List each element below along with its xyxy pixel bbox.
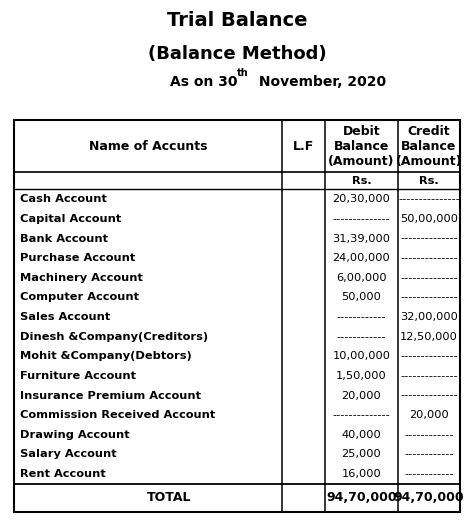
Text: (Balance Method): (Balance Method) — [148, 45, 326, 63]
Text: 10,00,000: 10,00,000 — [332, 351, 391, 361]
Text: Purchase Account: Purchase Account — [20, 253, 135, 263]
Text: --------------: -------------- — [400, 273, 458, 283]
Text: Trial Balance: Trial Balance — [167, 11, 307, 30]
Text: 16,000: 16,000 — [342, 469, 381, 479]
Text: 20,000: 20,000 — [342, 390, 381, 400]
Text: 31,39,000: 31,39,000 — [332, 233, 391, 244]
Bar — [14, 120, 460, 512]
Text: Capital Account: Capital Account — [20, 214, 121, 224]
Text: 20,000: 20,000 — [409, 410, 449, 420]
Text: TOTAL: TOTAL — [147, 491, 191, 504]
Text: 40,000: 40,000 — [342, 430, 381, 440]
Text: --------------: -------------- — [400, 233, 458, 244]
Text: Insurance Premium Account: Insurance Premium Account — [20, 390, 201, 400]
Text: Rent Account: Rent Account — [20, 469, 106, 479]
Text: 20,30,000: 20,30,000 — [332, 194, 391, 204]
Text: L.F: L.F — [293, 140, 314, 152]
Text: ------------: ------------ — [337, 331, 386, 342]
Text: Salary Account: Salary Account — [20, 449, 117, 459]
Text: --------------: -------------- — [400, 253, 458, 263]
Text: Debit
Balance
(Amount): Debit Balance (Amount) — [328, 125, 395, 168]
Text: 12,50,000: 12,50,000 — [400, 331, 458, 342]
Text: Machinery Account: Machinery Account — [20, 273, 143, 283]
Text: Computer Account: Computer Account — [20, 292, 139, 302]
Text: Credit
Balance
(Amount): Credit Balance (Amount) — [396, 125, 462, 168]
Text: 94,70,000: 94,70,000 — [394, 491, 464, 504]
Text: 50,00,000: 50,00,000 — [400, 214, 458, 224]
Text: ------------: ------------ — [337, 312, 386, 322]
Text: 1,50,000: 1,50,000 — [336, 371, 387, 381]
Text: Cash Account: Cash Account — [20, 194, 107, 204]
Text: Rs.: Rs. — [419, 176, 439, 186]
Text: 6,00,000: 6,00,000 — [336, 273, 387, 283]
Text: --------------: -------------- — [400, 371, 458, 381]
Text: 24,00,000: 24,00,000 — [333, 253, 390, 263]
Text: Mohit &Company(Debtors): Mohit &Company(Debtors) — [20, 351, 191, 361]
Text: Name of Accunts: Name of Accunts — [89, 140, 207, 152]
Text: th: th — [237, 67, 249, 78]
Text: --------------: -------------- — [400, 390, 458, 400]
Text: ------------: ------------ — [404, 469, 454, 479]
Text: --------------: -------------- — [333, 214, 390, 224]
Text: --------------: -------------- — [400, 292, 458, 302]
Text: --------------: -------------- — [333, 410, 390, 420]
Text: As on 30: As on 30 — [170, 75, 237, 89]
Text: ------------: ------------ — [404, 449, 454, 459]
Text: November, 2020: November, 2020 — [254, 75, 386, 89]
Text: 94,70,000: 94,70,000 — [326, 491, 397, 504]
Text: Furniture Account: Furniture Account — [20, 371, 136, 381]
Text: ---------------: --------------- — [398, 194, 460, 204]
Text: 25,000: 25,000 — [342, 449, 381, 459]
Text: 32,00,000: 32,00,000 — [400, 312, 458, 322]
Text: Bank Account: Bank Account — [20, 233, 108, 244]
Text: Drawing Account: Drawing Account — [20, 430, 129, 440]
Text: --------------: -------------- — [400, 351, 458, 361]
Text: Sales Account: Sales Account — [20, 312, 110, 322]
Text: ------------: ------------ — [404, 430, 454, 440]
Text: Commission Received Account: Commission Received Account — [20, 410, 215, 420]
Text: Dinesh &Company(Creditors): Dinesh &Company(Creditors) — [20, 331, 208, 342]
Text: Rs.: Rs. — [352, 176, 371, 186]
Text: 50,000: 50,000 — [341, 292, 382, 302]
